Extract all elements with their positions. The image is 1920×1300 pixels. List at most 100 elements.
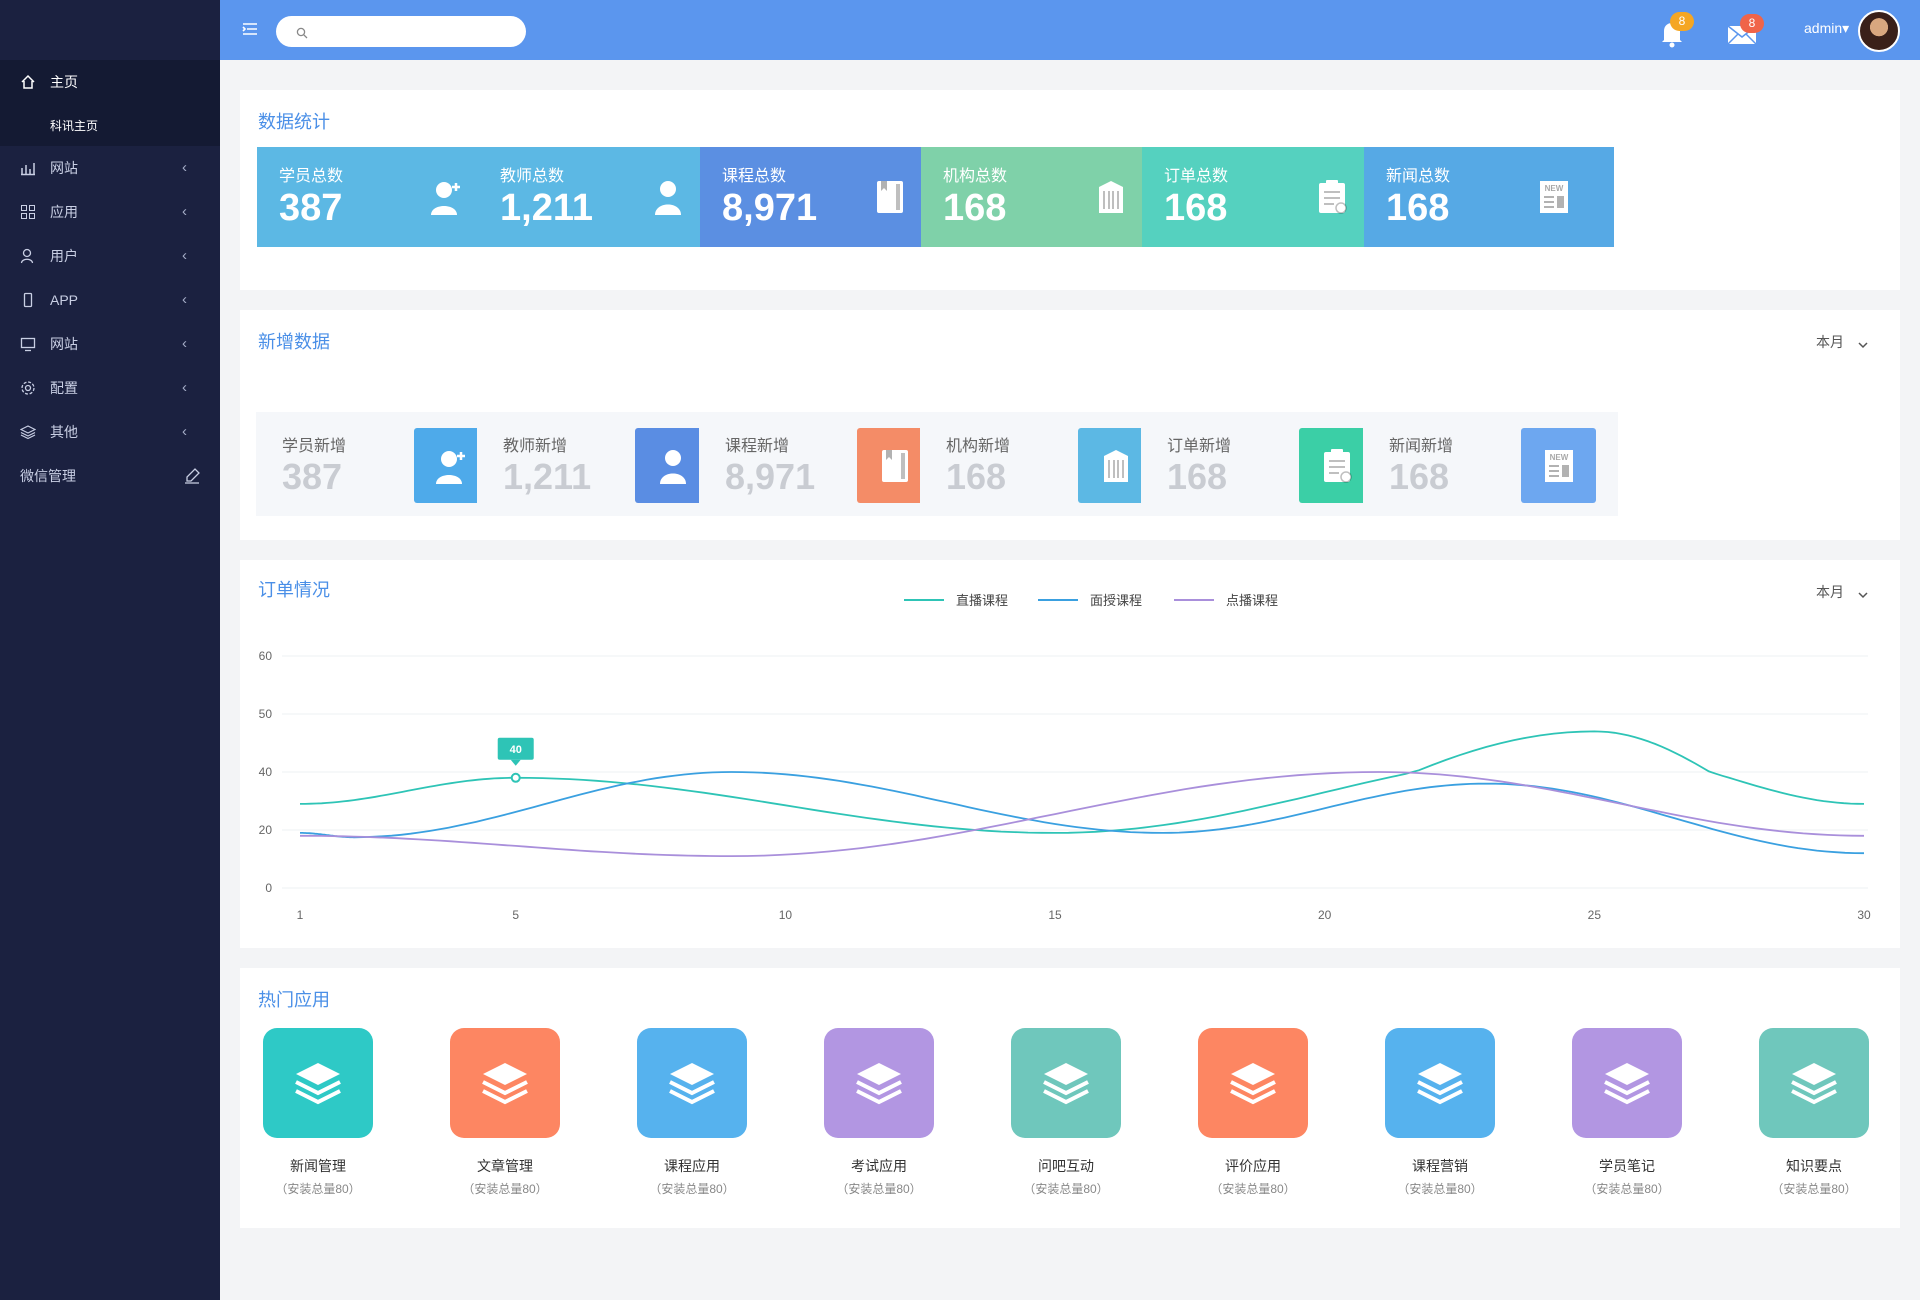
- app-item[interactable]: 文章管理 （安装总量80）: [425, 1028, 585, 1197]
- highlight-point: [510, 772, 521, 783]
- newdata-card-label: 新闻新增: [1389, 438, 1454, 455]
- stat-card[interactable]: 新闻总数 168 NEW: [1364, 147, 1614, 247]
- series-line-1: [300, 771, 1865, 855]
- mail-badge: 8: [1740, 14, 1764, 33]
- newdata-card-label: 机构新增: [946, 438, 1011, 455]
- newdata-card[interactable]: 订单新增 168: [1141, 412, 1396, 516]
- newdata-card-value: 8,971: [725, 456, 816, 497]
- sidebar-item-website-2[interactable]: 网站 ‹: [0, 322, 220, 366]
- stat-card[interactable]: 课程总数 8,971: [700, 147, 950, 247]
- period-label: 本月: [1816, 334, 1844, 350]
- newdata-card[interactable]: 机构新增 168: [920, 412, 1175, 516]
- stat-card[interactable]: 学员总数 387: [257, 147, 507, 247]
- sidebar: 主页 科讯主页 网站 ‹ 应用 ‹ 用户 ‹: [0, 0, 220, 1300]
- stat-card-label: 学员总数: [279, 168, 344, 185]
- app-install-count: （安装总量80）: [1397, 1182, 1483, 1196]
- topbar: 8 8 admin▾: [220, 0, 1920, 60]
- stat-card-value: 168: [1386, 187, 1450, 229]
- svg-text:NEW: NEW: [1549, 453, 1568, 462]
- newdata-card[interactable]: 课程新增 8,971: [699, 412, 954, 516]
- tooltip-box: [497, 737, 534, 760]
- orders-period-select[interactable]: 本月: [1816, 582, 1868, 602]
- app-item[interactable]: 课程营销 （安装总量80）: [1360, 1028, 1520, 1197]
- app-name: 考试应用: [851, 1158, 907, 1174]
- add-user-icon: [414, 428, 489, 503]
- svg-text:NEW: NEW: [1545, 184, 1564, 193]
- sidebar-item-config[interactable]: 配置 ‹: [0, 366, 220, 410]
- sidebar-item-label: 网站: [50, 336, 78, 352]
- app-install-count: （安装总量80）: [462, 1182, 548, 1196]
- layers-icon: [637, 1028, 747, 1138]
- newdata-title: 新增数据: [258, 332, 330, 352]
- sidebar-item-apps[interactable]: 应用 ‹: [0, 190, 220, 234]
- app-item[interactable]: 学员笔记 （安装总量80）: [1547, 1028, 1707, 1197]
- stat-card[interactable]: 机构总数 168: [921, 147, 1171, 247]
- legend-item-vod[interactable]: 点播课程: [1174, 590, 1278, 609]
- chevron-left-icon: ‹: [182, 335, 187, 352]
- chevron-left-icon: ‹: [182, 159, 187, 176]
- apps-panel: 热门应用 新闻管理 （安装总量80） 文章管理 （安装总量80） 课程应用 （安…: [240, 968, 1900, 1228]
- orders-title: 订单情况: [258, 580, 330, 600]
- legend-swatch: [904, 598, 944, 601]
- app-item[interactable]: 知识要点 （安装总量80）: [1734, 1028, 1894, 1197]
- app-item[interactable]: 课程应用 （安装总量80）: [612, 1028, 772, 1197]
- series-line-0: [300, 730, 1865, 834]
- book-icon: [870, 177, 910, 217]
- tooltip-pointer: [510, 759, 521, 766]
- stat-card-value: 387: [279, 187, 343, 229]
- stat-card-value: 168: [1164, 187, 1228, 229]
- app-item[interactable]: 考试应用 （安装总量80）: [799, 1028, 959, 1197]
- app-item[interactable]: 新闻管理 （安装总量80）: [238, 1028, 398, 1197]
- x-tick-label: 10: [779, 908, 793, 922]
- tooltip-label: 40: [510, 744, 522, 756]
- period-select[interactable]: 本月: [1816, 332, 1868, 352]
- user-menu[interactable]: admin▾: [1804, 20, 1849, 37]
- newdata-card-label: 订单新增: [1167, 438, 1232, 455]
- stat-card-label: 教师总数: [500, 168, 565, 185]
- layers-icon: [20, 424, 36, 440]
- sidebar-subitem-home[interactable]: 科讯主页: [0, 104, 220, 146]
- layers-icon: [1011, 1028, 1121, 1138]
- app-item[interactable]: 评价应用 （安装总量80）: [1173, 1028, 1333, 1197]
- legend-item-live[interactable]: 直播课程: [904, 590, 1008, 609]
- sidebar-item-other[interactable]: 其他 ‹: [0, 410, 220, 454]
- newdata-card-label: 学员新增: [282, 438, 347, 455]
- stat-card-value: 8,971: [722, 187, 818, 229]
- app-name: 课程应用: [664, 1158, 720, 1174]
- legend-label: 点播课程: [1226, 593, 1279, 608]
- stat-card[interactable]: 订单总数 168: [1142, 147, 1392, 247]
- newdata-card-value: 168: [946, 456, 1007, 497]
- bar-chart-icon: [20, 160, 36, 176]
- add-user-icon: [427, 177, 467, 217]
- menu-toggle-icon[interactable]: [242, 22, 258, 36]
- sidebar-item-label: 应用: [50, 204, 78, 220]
- newdata-card[interactable]: 新闻新增 168 NEW: [1363, 412, 1618, 516]
- series-line-2: [300, 771, 1865, 857]
- app-item[interactable]: 问吧互动 （安装总量80）: [986, 1028, 1146, 1197]
- sidebar-item-website[interactable]: 网站 ‹: [0, 146, 220, 190]
- sidebar-item-wechat[interactable]: 微信管理: [0, 454, 220, 498]
- legend-item-offline[interactable]: 面授课程: [1038, 590, 1142, 609]
- x-tick-label: 5: [512, 908, 519, 922]
- search-input[interactable]: [316, 22, 516, 41]
- legend-swatch: [1038, 598, 1078, 601]
- grid-icon: [20, 204, 36, 220]
- app-name: 评价应用: [1225, 1158, 1281, 1174]
- stat-card-label: 新闻总数: [1386, 168, 1451, 185]
- sidebar-item-label: 其他: [50, 424, 78, 440]
- news-icon: NEW: [1521, 428, 1596, 503]
- avatar[interactable]: [1858, 10, 1900, 52]
- search-box[interactable]: [276, 16, 526, 47]
- sidebar-item-label: APP: [50, 292, 79, 308]
- newdata-card-value: 168: [1389, 456, 1450, 497]
- sidebar-item-home[interactable]: 主页: [0, 60, 220, 104]
- sidebar-item-app[interactable]: APP ‹: [0, 278, 220, 322]
- newdata-card[interactable]: 学员新增 387: [256, 412, 511, 516]
- stat-card[interactable]: 教师总数 1,211: [478, 147, 728, 247]
- person-icon: [648, 177, 688, 217]
- y-tick-label: 50: [259, 707, 273, 721]
- app-name: 知识要点: [1786, 1158, 1842, 1174]
- sidebar-item-users[interactable]: 用户 ‹: [0, 234, 220, 278]
- newdata-card[interactable]: 教师新增 1,211: [477, 412, 732, 516]
